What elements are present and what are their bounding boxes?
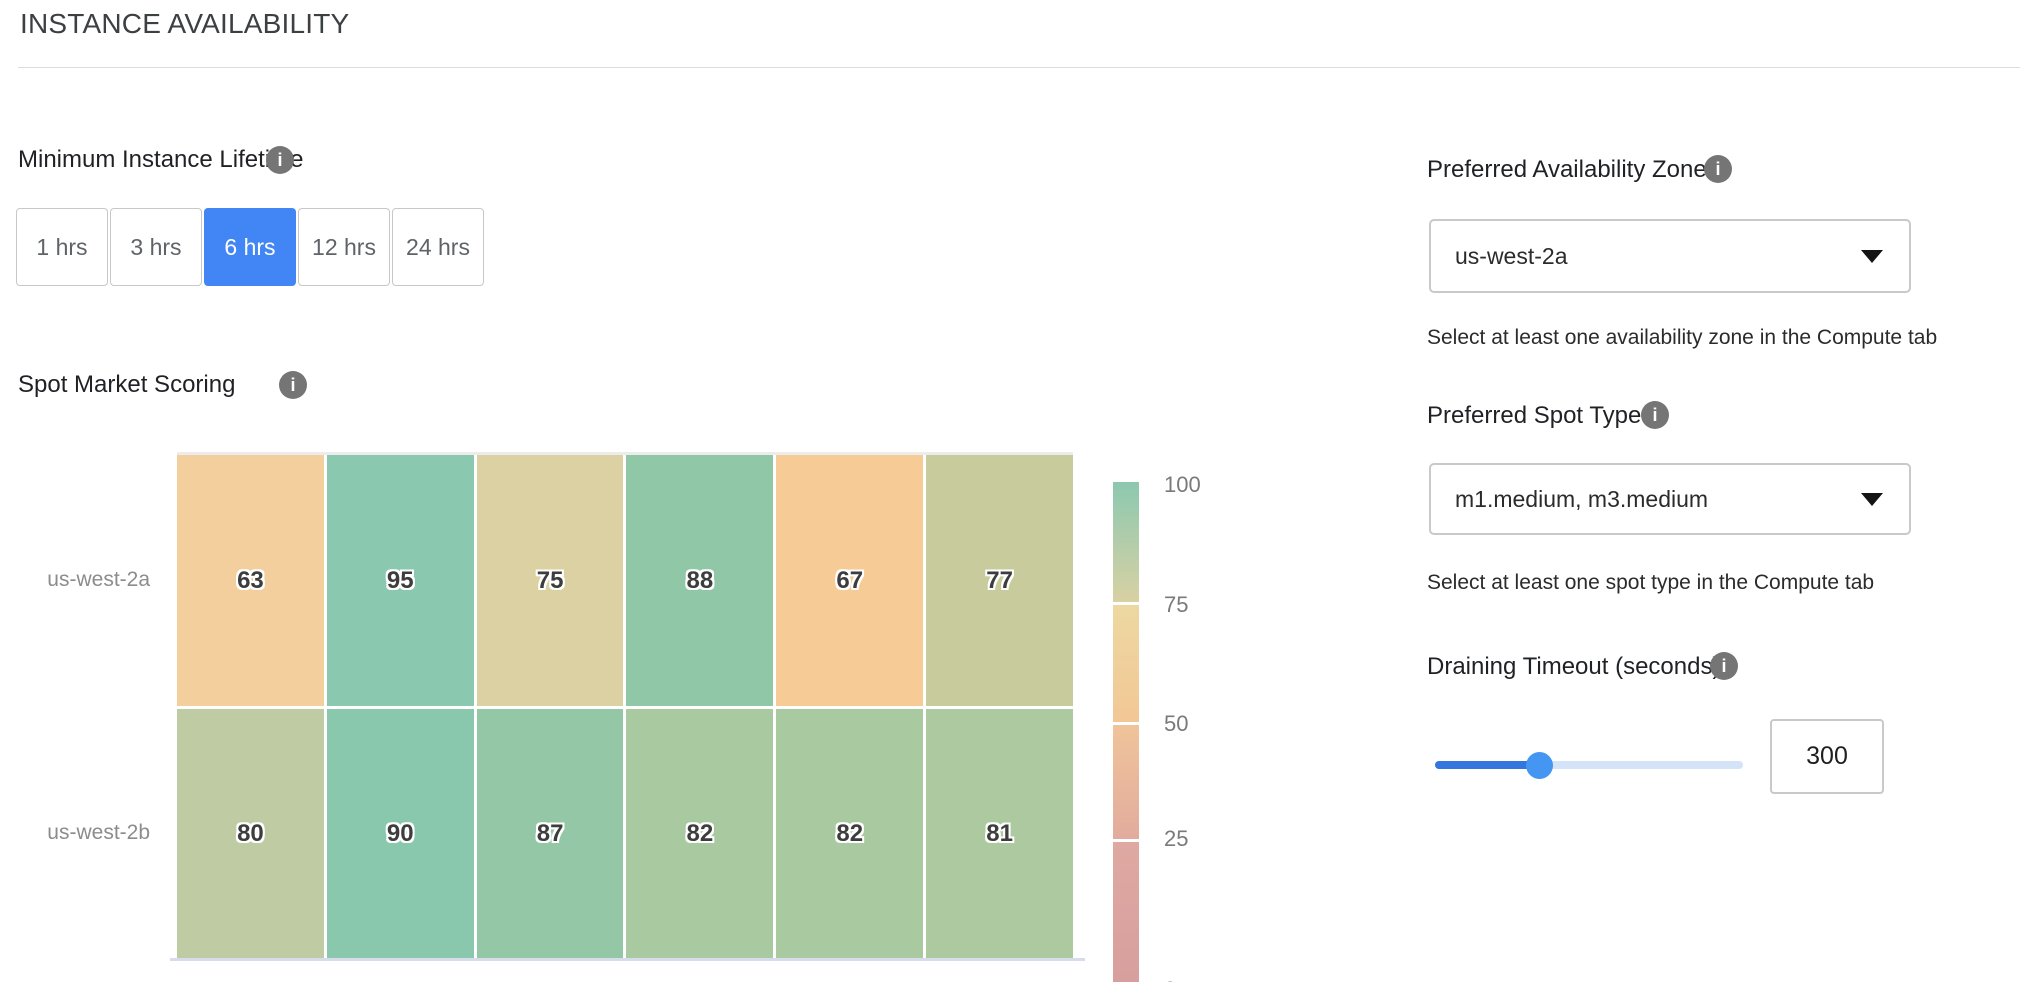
draining-timeout-input[interactable]	[1770, 719, 1884, 794]
heatmap-cell: 95	[326, 455, 474, 706]
heatmap-cell: 82	[626, 709, 774, 958]
heatmap-cell: 90	[326, 709, 474, 958]
info-icon[interactable]: i	[1641, 401, 1669, 429]
colorbar-tick-label: 0	[1164, 976, 1176, 982]
heatmap-cell-value: 82	[836, 819, 864, 847]
header-divider	[18, 67, 2020, 68]
heatmap-cell-value: 63	[237, 566, 264, 594]
lifetime-button-group: 1 hrs 3 hrs 6 hrs 12 hrs 24 hrs	[16, 208, 484, 286]
heatmap-cell-value: 80	[237, 819, 264, 847]
heatmap-cell: 67	[776, 455, 924, 706]
chevron-down-icon	[1861, 492, 1883, 506]
lifetime-option-6-hrs[interactable]: 6 hrs	[204, 208, 296, 286]
heatmap-cell-value: 77	[986, 566, 1013, 594]
colorbar-tick-label: 25	[1164, 826, 1189, 851]
heatmap-x-axis-line	[170, 958, 1085, 961]
slider-fill	[1435, 761, 1539, 769]
spot-types-value: m1.medium, m3.medium	[1455, 485, 1709, 512]
preferred-spot-types-label: Preferred Spot Types	[1427, 402, 1654, 429]
availability-zones-helper: Select at least one availability zone in…	[1427, 326, 1938, 349]
heatmap-cell: 77	[926, 455, 1073, 706]
draining-timeout-label: Draining Timeout (seconds)	[1427, 653, 1721, 680]
heatmap-cell: 82	[776, 709, 924, 958]
chevron-down-icon	[1861, 249, 1883, 263]
spot-types-helper: Select at least one spot type in the Com…	[1427, 571, 1875, 594]
info-icon[interactable]: i	[279, 371, 307, 399]
minimum-instance-lifetime-label: Minimum Instance Lifetime	[18, 146, 304, 173]
lifetime-option-12-hrs[interactable]: 12 hrs	[298, 208, 390, 286]
heatmap-cell-value: 87	[536, 819, 564, 847]
page-title: INSTANCE AVAILABILITY	[20, 8, 350, 39]
draining-timeout-slider-thumb[interactable]	[1526, 752, 1553, 779]
heatmap-cell-value: 95	[386, 566, 414, 594]
colorbar-segment	[1113, 482, 1139, 602]
lifetime-option-3-hrs[interactable]: 3 hrs	[110, 208, 202, 286]
availability-zones-value: us-west-2a	[1455, 242, 1568, 269]
info-icon[interactable]: i	[1710, 652, 1738, 680]
heatmap-cell-value: 88	[686, 566, 714, 594]
heatmap-cell-value: 67	[836, 566, 864, 594]
heatmap-cell: 87	[476, 709, 624, 958]
colorbar-segment	[1113, 842, 1139, 982]
heatmap-cell: 63	[177, 455, 324, 706]
colorbar-segment	[1113, 725, 1139, 839]
lifetime-option-24-hrs[interactable]: 24 hrs	[392, 208, 484, 286]
heatmap-grid: 63 95 75 88 67 77 80 90 87 82 82 81	[177, 455, 1073, 958]
heatmap-row-label: us-west-2a	[47, 568, 150, 591]
heatmap-cell-value: 90	[386, 819, 414, 847]
heatmap-cell-value: 82	[686, 819, 714, 847]
availability-zones-dropdown[interactable]: us-west-2a	[1429, 219, 1911, 293]
heatmap-row-label: us-west-2b	[47, 821, 150, 844]
colorbar-tick-label: 100	[1164, 472, 1201, 497]
spot-market-scoring-label: Spot Market Scoring	[18, 371, 236, 398]
colorbar-tick-label: 75	[1164, 592, 1189, 617]
heatmap-cell: 75	[476, 455, 624, 706]
heatmap-cell: 81	[926, 709, 1073, 958]
heatmap-top-border	[177, 452, 1073, 455]
colorbar-tick-label: 50	[1164, 711, 1189, 736]
preferred-availability-zones-label: Preferred Availability Zones	[1427, 156, 1719, 183]
info-icon[interactable]: i	[1704, 155, 1732, 183]
lifetime-option-1-hrs[interactable]: 1 hrs	[16, 208, 108, 286]
draining-timeout-slider-track[interactable]	[1435, 761, 1743, 769]
info-icon[interactable]: i	[266, 146, 294, 174]
heatmap-cell: 80	[177, 709, 324, 958]
heatmap-cell: 88	[626, 455, 774, 706]
colorbar-segment	[1113, 605, 1139, 722]
heatmap-cell-value: 81	[986, 819, 1013, 847]
spot-types-dropdown[interactable]: m1.medium, m3.medium	[1429, 463, 1911, 535]
heatmap-cell-value: 75	[536, 566, 564, 594]
